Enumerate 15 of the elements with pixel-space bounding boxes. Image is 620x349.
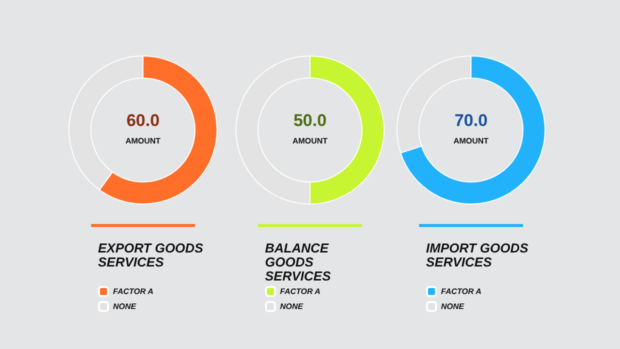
legend-label: FACTOR A [113,287,154,296]
text: AMOUNT [292,136,328,146]
text: IMPORT GOODS SERVICES [426,240,532,270]
legend-label: NONE [113,302,137,311]
text: 70.0 [454,111,488,130]
text: 60.0 [126,111,160,130]
text: EXPORT GOODS SERVICES [98,240,207,270]
text: AMOUNT [453,136,489,146]
legend-label: FACTOR A [441,287,482,296]
text: BALANCE GOODS SERVICES [265,240,332,284]
text: 50.0 [293,111,327,130]
text: AMOUNT [125,136,161,146]
legend-label: FACTOR A [280,287,321,296]
legend-label: NONE [280,302,304,311]
legend-label: NONE [441,302,465,311]
